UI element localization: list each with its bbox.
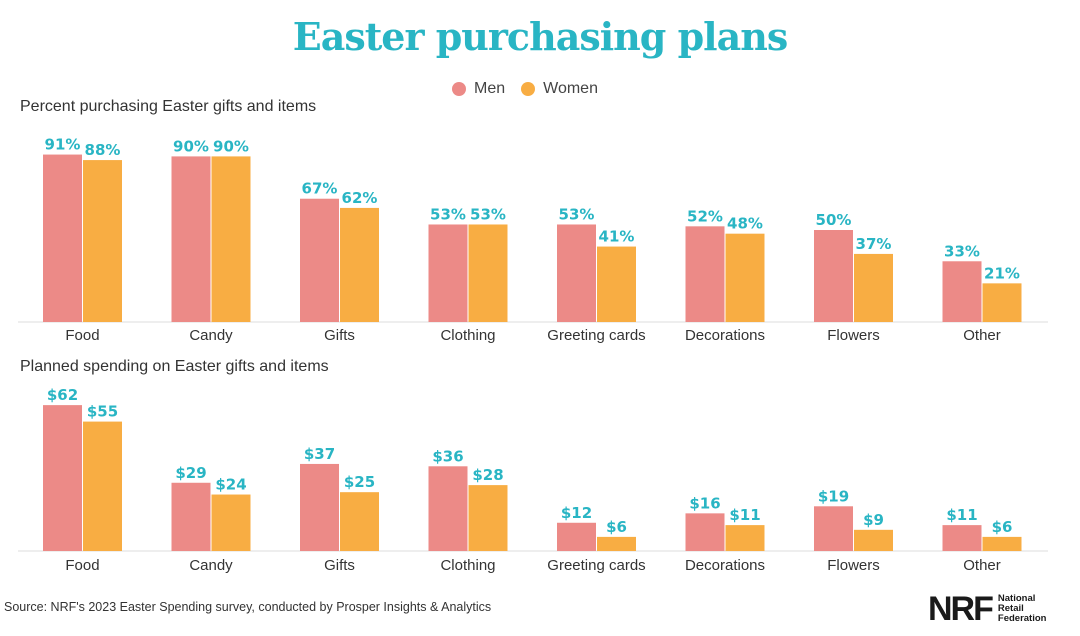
- bar-women-decorations: [725, 525, 765, 551]
- legend-item-men: Men: [452, 80, 505, 98]
- data-label-women-food: 88%: [85, 141, 121, 159]
- data-label-women-greeting-cards: 41%: [599, 228, 635, 246]
- data-label-men-clothing: 53%: [430, 205, 466, 223]
- data-label-women-gifts: $25: [344, 473, 375, 491]
- source-note: Source: NRF's 2023 Easter Spending surve…: [4, 600, 492, 614]
- data-label-women-decorations: $11: [729, 506, 760, 524]
- panel-title-percent: Percent purchasing Easter gifts and item…: [20, 98, 317, 115]
- data-label-women-gifts: 62%: [342, 189, 378, 207]
- tick-label-other: Other: [963, 557, 1001, 574]
- data-label-men-flowers: 50%: [816, 211, 852, 229]
- bar-women-candy: [211, 494, 251, 551]
- chart-title: Easter purchasing plans: [292, 14, 788, 59]
- bar-women-gifts: [340, 492, 379, 551]
- bar-men-food: [43, 405, 82, 551]
- tick-label-flowers: Flowers: [827, 557, 880, 574]
- bar-men-gifts: [300, 198, 339, 322]
- data-label-men-food: $62: [47, 386, 78, 404]
- tick-label-clothing: Clothing: [440, 557, 495, 574]
- logo-line-2: Retail: [997, 603, 1024, 614]
- data-label-men-greeting-cards: 53%: [559, 205, 595, 223]
- logo-line-1: National: [997, 593, 1036, 604]
- bar-women-gifts: [340, 207, 379, 322]
- bar-men-clothing: [428, 224, 468, 322]
- data-label-men-gifts: $37: [304, 445, 335, 463]
- data-label-men-greeting-cards: $12: [561, 504, 592, 522]
- data-label-women-candy: 90%: [213, 137, 249, 155]
- bar-men-decorations: [685, 226, 725, 322]
- data-label-women-flowers: $9: [863, 511, 884, 529]
- data-label-men-flowers: $19: [818, 487, 849, 505]
- data-label-women-flowers: 37%: [856, 235, 892, 253]
- data-label-men-other: 33%: [944, 242, 980, 260]
- bar-men-flowers: [814, 506, 853, 551]
- bar-men-gifts: [300, 463, 339, 551]
- bar-women-greeting-cards: [597, 536, 636, 551]
- data-label-men-gifts: 67%: [302, 180, 338, 198]
- bar-women-clothing: [468, 485, 508, 551]
- bar-women-food: [83, 421, 122, 551]
- tick-label-decorations: Decorations: [685, 327, 765, 344]
- tick-label-flowers: Flowers: [827, 327, 880, 344]
- bar-men-other: [942, 261, 982, 322]
- bar-men-decorations: [685, 513, 725, 551]
- data-label-women-candy: $24: [215, 476, 246, 494]
- data-label-men-other: $11: [946, 506, 977, 524]
- data-label-men-food: 91%: [45, 136, 81, 154]
- legend-item-women: Women: [521, 80, 598, 98]
- bar-women-other: [982, 283, 1022, 322]
- tick-label-food: Food: [65, 327, 99, 344]
- nrf-logo: NRF National Retail Federation: [928, 592, 1064, 626]
- data-label-men-candy: 90%: [173, 137, 209, 155]
- bar-women-flowers: [854, 253, 893, 322]
- bar-women-candy: [211, 156, 251, 322]
- data-label-women-decorations: 48%: [727, 215, 763, 233]
- tick-label-gifts: Gifts: [324, 327, 355, 344]
- legend-swatch-women: [521, 82, 536, 96]
- tick-label-food: Food: [65, 557, 99, 574]
- bar-men-other: [942, 525, 982, 551]
- bar-women-greeting-cards: [597, 246, 636, 322]
- data-label-men-decorations: $16: [689, 494, 720, 512]
- bar-men-candy: [171, 482, 211, 551]
- data-label-women-other: $6: [992, 518, 1013, 536]
- data-label-men-decorations: 52%: [687, 207, 723, 225]
- data-label-men-candy: $29: [175, 464, 206, 482]
- data-label-women-clothing: 53%: [470, 205, 506, 223]
- bar-men-candy: [171, 156, 211, 322]
- bar-men-greeting-cards: [557, 224, 596, 322]
- data-label-women-other: 21%: [984, 264, 1020, 282]
- tick-label-gifts: Gifts: [324, 557, 355, 574]
- bar-men-food: [43, 154, 82, 322]
- bar-men-greeting-cards: [557, 522, 596, 551]
- legend: Men Women: [452, 80, 614, 98]
- tick-label-candy: Candy: [189, 557, 233, 574]
- data-label-men-clothing: $36: [432, 447, 463, 465]
- bar-women-decorations: [725, 233, 765, 322]
- panel-title-spending: Planned spending on Easter gifts and ite…: [20, 358, 329, 375]
- bar-women-other: [982, 536, 1022, 551]
- bar-women-clothing: [468, 224, 508, 322]
- spending-bar-chart: $62 $55 Food $29 $24 Candy $37 $25 Gifts $36 $28 Cl…: [18, 386, 1048, 574]
- tick-label-candy: Candy: [189, 327, 233, 344]
- tick-label-other: Other: [963, 327, 1001, 344]
- data-label-women-greeting-cards: $6: [606, 518, 627, 536]
- tick-label-decorations: Decorations: [685, 557, 765, 574]
- legend-label-men: Men: [474, 80, 506, 97]
- logo-text: National Retail Federation: [998, 594, 1064, 624]
- legend-label-women: Women: [543, 80, 598, 97]
- legend-swatch-men: [452, 82, 466, 96]
- logo-mark: NRF: [928, 590, 994, 628]
- bar-men-clothing: [428, 466, 468, 551]
- data-label-women-food: $55: [87, 403, 118, 421]
- logo-line-3: Federation: [997, 613, 1047, 624]
- tick-label-greeting-cards: Greeting cards: [547, 557, 645, 574]
- data-label-women-clothing: $28: [472, 466, 503, 484]
- bar-women-food: [83, 160, 122, 322]
- bar-women-flowers: [854, 529, 893, 551]
- tick-label-greeting-cards: Greeting cards: [547, 327, 645, 344]
- tick-label-clothing: Clothing: [440, 327, 495, 344]
- bar-men-flowers: [814, 230, 853, 322]
